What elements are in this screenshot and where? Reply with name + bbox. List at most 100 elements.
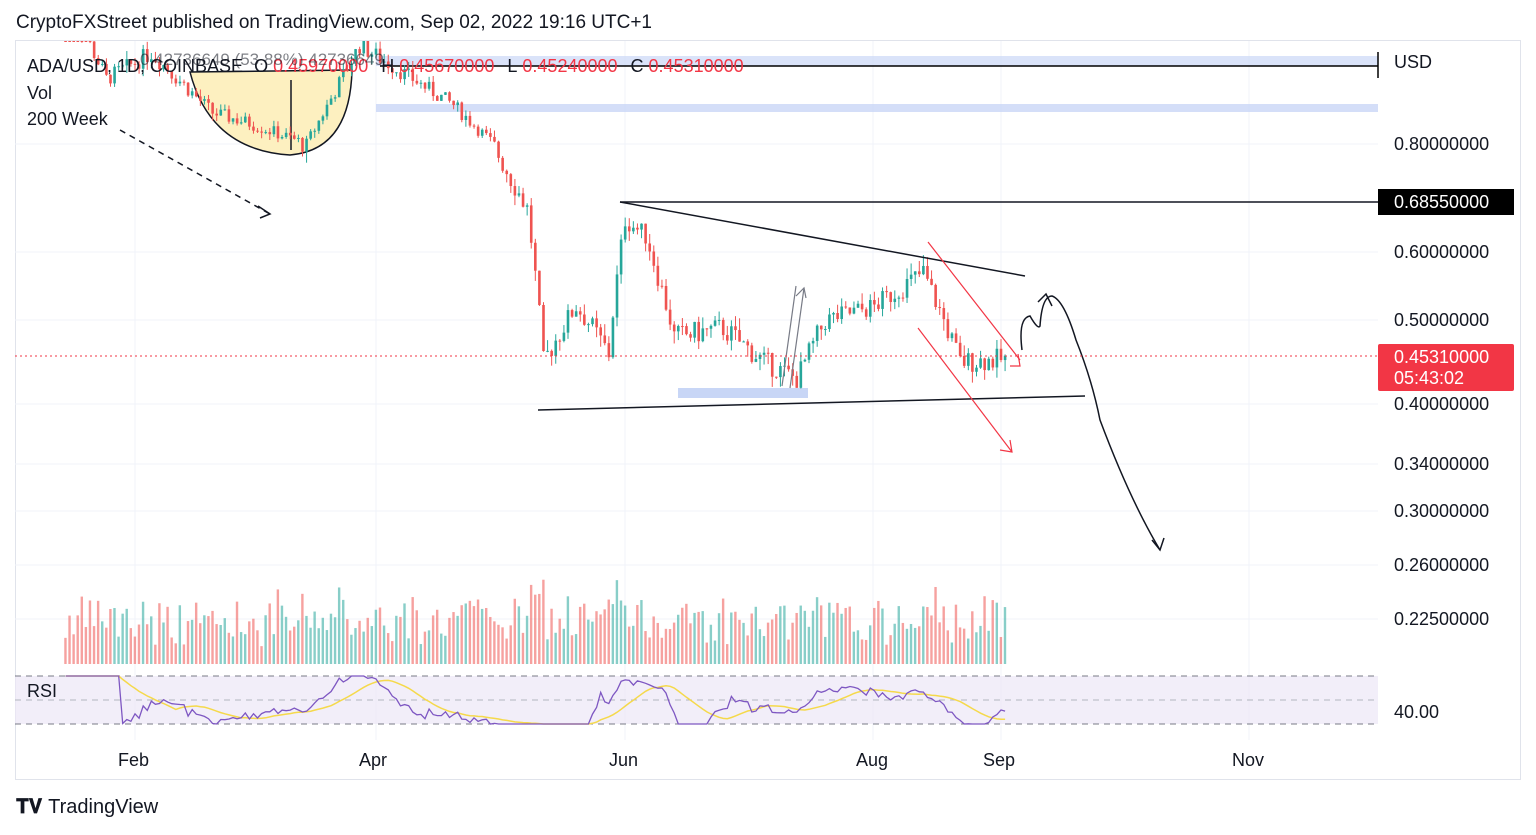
candle-body — [227, 109, 231, 122]
volume-bar — [235, 601, 239, 664]
volume-bar — [284, 616, 288, 664]
volume-bar — [444, 635, 447, 664]
time-label-feb: Feb — [118, 750, 150, 770]
volume-bar — [154, 644, 157, 664]
candle-body — [174, 78, 178, 84]
candle-body — [550, 350, 553, 356]
price-label-4: 0.34000000 — [1394, 454, 1490, 474]
candles — [64, 41, 1007, 389]
candle-body — [840, 306, 843, 320]
candle-body — [799, 361, 803, 388]
candle-body — [815, 325, 819, 341]
volume-bar — [873, 607, 876, 664]
volume-bar — [219, 624, 222, 664]
volume-bar — [190, 619, 194, 664]
volume-bar — [272, 634, 275, 664]
footer-brand[interactable]: 𝐓𝐕 TradingView — [16, 796, 158, 819]
volume-bar — [403, 603, 406, 664]
candle-body — [983, 358, 986, 371]
price-label-7: 0.22500000 — [1394, 609, 1490, 629]
volume-bar — [623, 605, 627, 664]
volume-bar — [848, 606, 851, 664]
candle-body — [321, 116, 325, 121]
volume-bar — [501, 627, 504, 664]
volume-bar — [88, 600, 92, 664]
candle-body — [96, 58, 100, 65]
publish-caption: CryptoFXStreet published on TradingView.… — [16, 12, 652, 33]
candle-body — [260, 131, 263, 133]
volume-bar — [174, 643, 177, 664]
volume-bar — [542, 579, 545, 664]
candle-body — [472, 125, 476, 127]
candle-body — [129, 59, 133, 64]
candle-body — [987, 358, 991, 371]
candle-body — [301, 137, 304, 152]
volume-bar — [513, 598, 516, 664]
volume-bar — [125, 608, 128, 664]
price-label-0: 0.80000000 — [1394, 134, 1490, 154]
triangle-lower-trendline[interactable] — [537, 395, 1086, 411]
legend-overlay-text: 0.42736649 (53.88%) 42736649 — [140, 50, 384, 69]
candle-body — [415, 80, 419, 84]
volume-bar — [346, 619, 349, 664]
rsi-ma-line — [65, 675, 1006, 725]
candle-body — [566, 310, 570, 333]
volume-bar — [64, 637, 67, 664]
legend-indicator[interactable]: 200 Week — [27, 109, 108, 129]
candle-body — [656, 265, 660, 286]
volume-bar — [182, 644, 186, 664]
hline-price-tag[interactable]: 0.68550000 — [1378, 189, 1514, 215]
candle-body — [877, 304, 880, 309]
rsi-label[interactable]: RSI — [27, 681, 58, 701]
volume-bar — [505, 638, 508, 664]
candle-body — [938, 306, 942, 309]
volume-bar — [881, 608, 884, 664]
volume-bar — [337, 587, 341, 664]
volume-bar — [268, 603, 271, 664]
volume-bar — [599, 614, 602, 664]
volume-bar — [133, 636, 137, 664]
volume-bar — [803, 610, 807, 664]
volume-bar — [627, 626, 631, 664]
candle-body — [223, 109, 227, 111]
volume-bar — [999, 636, 1003, 664]
volume-bar — [648, 637, 651, 664]
legend-vol[interactable]: Vol — [27, 83, 53, 103]
candle-body — [811, 340, 815, 344]
candle-body — [346, 69, 349, 72]
volume-bar — [689, 623, 692, 664]
red-channel-lower — [917, 327, 1013, 453]
volume-bar — [562, 628, 566, 664]
candle-body — [1003, 355, 1007, 361]
volume-bar — [468, 600, 472, 664]
volume-bar — [701, 611, 704, 664]
candle-body — [591, 318, 594, 325]
candle-body — [452, 100, 455, 106]
candle-body — [476, 126, 480, 136]
triangle-upper-trendline[interactable] — [619, 201, 1026, 277]
candle-body — [243, 116, 247, 123]
red-arrow-head — [999, 439, 1013, 453]
candle-body — [362, 41, 366, 54]
candle-body — [918, 271, 921, 275]
volume-bar — [738, 619, 741, 664]
dashed-arrow-head — [257, 205, 272, 219]
volume-bar — [92, 626, 96, 664]
volume-bar — [746, 635, 749, 664]
candle-body — [137, 64, 141, 69]
volume-bar — [431, 615, 435, 664]
volume-bar — [113, 608, 116, 664]
volume-bar — [717, 613, 721, 664]
candle-body — [448, 92, 451, 101]
volume-bar — [264, 615, 267, 664]
candle-body — [407, 68, 410, 70]
candle-body — [913, 271, 917, 275]
volume-bar — [485, 607, 488, 664]
volume-bar — [497, 624, 500, 664]
volume-bar — [860, 639, 864, 664]
candle-body — [76, 41, 80, 42]
volume-bar — [96, 600, 100, 664]
candle-body — [905, 278, 909, 298]
candle-body — [542, 304, 545, 352]
